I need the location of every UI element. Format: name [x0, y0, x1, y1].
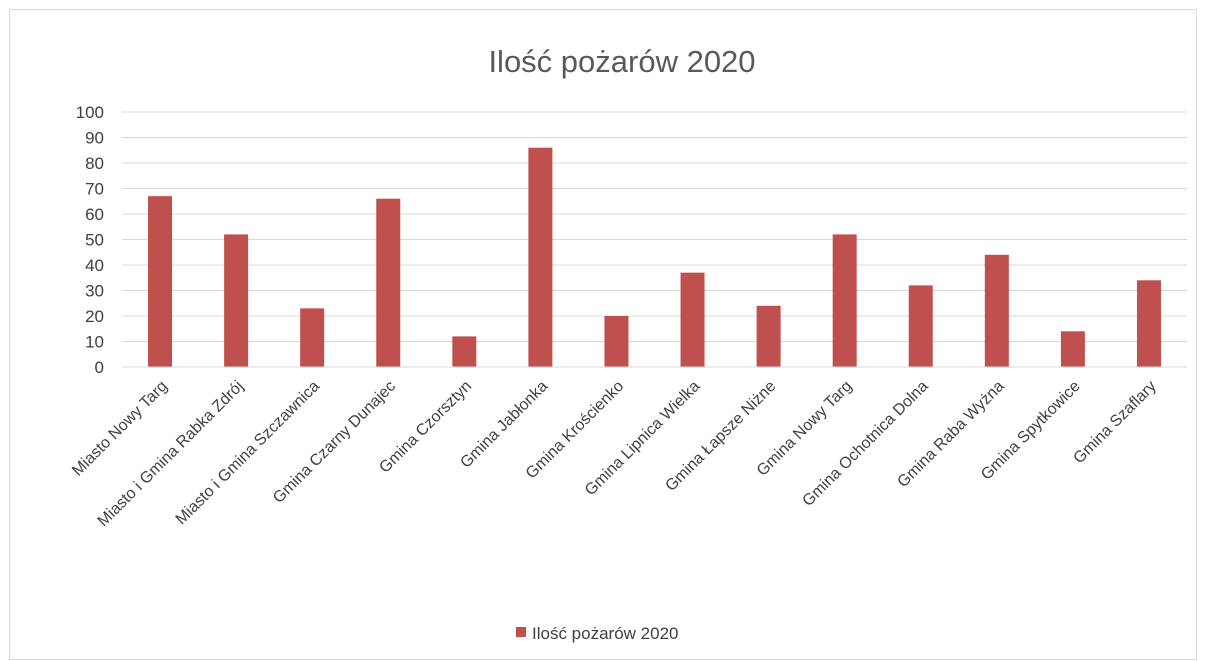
bar: [300, 308, 325, 367]
y-tick-label: 0: [95, 358, 104, 377]
x-tick-label: Gmina Szaflary: [1070, 378, 1159, 467]
bar: [1136, 280, 1161, 367]
bar: [604, 316, 629, 367]
x-tick-label: Gmina Czarny Dunajec: [270, 378, 399, 507]
bar: [224, 234, 249, 367]
bar: [528, 147, 553, 367]
bar: [452, 336, 477, 367]
legend-swatch: [516, 627, 526, 637]
bar: [376, 198, 401, 367]
y-tick-label: 20: [85, 307, 104, 326]
legend: Ilość pożarów 2020: [516, 624, 678, 643]
bar: [984, 254, 1009, 367]
bars: [148, 147, 1161, 367]
bar: [1060, 331, 1085, 367]
x-tick-label: Miasto i Gmina Szczawnica: [173, 378, 323, 528]
bar: [756, 305, 781, 367]
y-tick-label: 30: [85, 282, 104, 301]
gridlines: [122, 111, 1187, 368]
y-tick-label: 50: [85, 231, 104, 250]
x-tick-label: Miasto i Gmina Rabka Zdrój: [95, 378, 247, 530]
y-tick-label: 80: [85, 154, 104, 173]
chart-title: Ilość pożarów 2020: [488, 44, 755, 79]
y-tick-label: 70: [85, 180, 104, 199]
legend-label: Ilość pożarów 2020: [532, 624, 678, 643]
bar: [908, 285, 933, 367]
y-tick-label: 60: [85, 205, 104, 224]
y-tick-label: 100: [76, 103, 104, 122]
bar: [680, 272, 705, 367]
bar: [148, 196, 173, 367]
bar: [832, 234, 857, 367]
y-tick-label: 90: [85, 129, 104, 148]
y-tick-label: 10: [85, 333, 104, 352]
y-axis: 0 10 20 30 40 50 60 70 80 90 100: [76, 103, 104, 377]
x-tick-label: Gmina Ochotnica Dolna: [799, 378, 931, 510]
y-tick-label: 40: [85, 256, 104, 275]
